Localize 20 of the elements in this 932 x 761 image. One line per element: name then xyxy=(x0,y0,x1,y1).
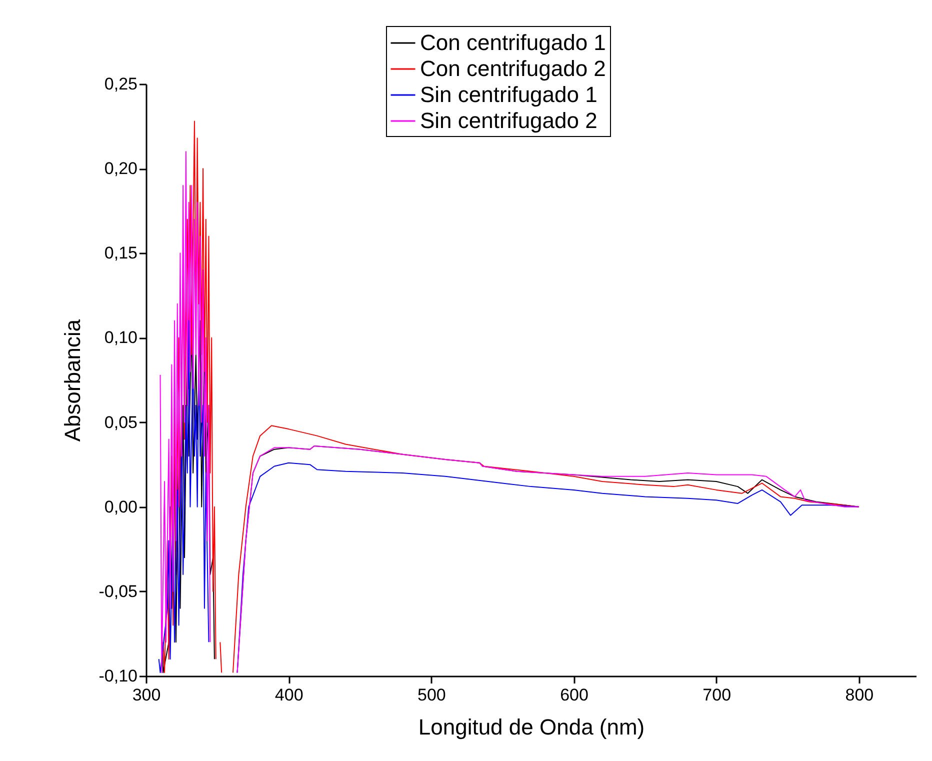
y-tick-label: 0,15 xyxy=(104,244,138,263)
x-tick-label: 400 xyxy=(274,686,304,704)
y-tick-label: 0,00 xyxy=(104,497,138,516)
x-tick-label: 600 xyxy=(560,686,588,704)
x-tick-label: 500 xyxy=(418,686,446,704)
y-tick-label: 0,20 xyxy=(104,159,138,178)
x-axis-title: Longitud de Onda (nm) xyxy=(418,714,645,740)
legend-label: Sin centrifugado 1 xyxy=(420,82,598,107)
y-tick-label: -0,05 xyxy=(98,582,138,601)
y-tick-label: -0,10 xyxy=(98,666,138,686)
y-tick-label: 0,10 xyxy=(104,328,138,348)
y-tick-label: 0,05 xyxy=(104,412,138,432)
y-axis-title: Absorbancia xyxy=(60,318,85,442)
legend-label: Con centrifugado 2 xyxy=(420,56,606,81)
legend-label: Sin centrifugado 2 xyxy=(420,108,598,133)
legend-label: Con centrifugado 1 xyxy=(420,30,606,55)
x-tick-label: 800 xyxy=(845,686,874,704)
x-tick-label: 300 xyxy=(132,686,161,704)
y-tick-label: 0,25 xyxy=(104,74,138,94)
x-tick-label: 700 xyxy=(702,686,732,704)
